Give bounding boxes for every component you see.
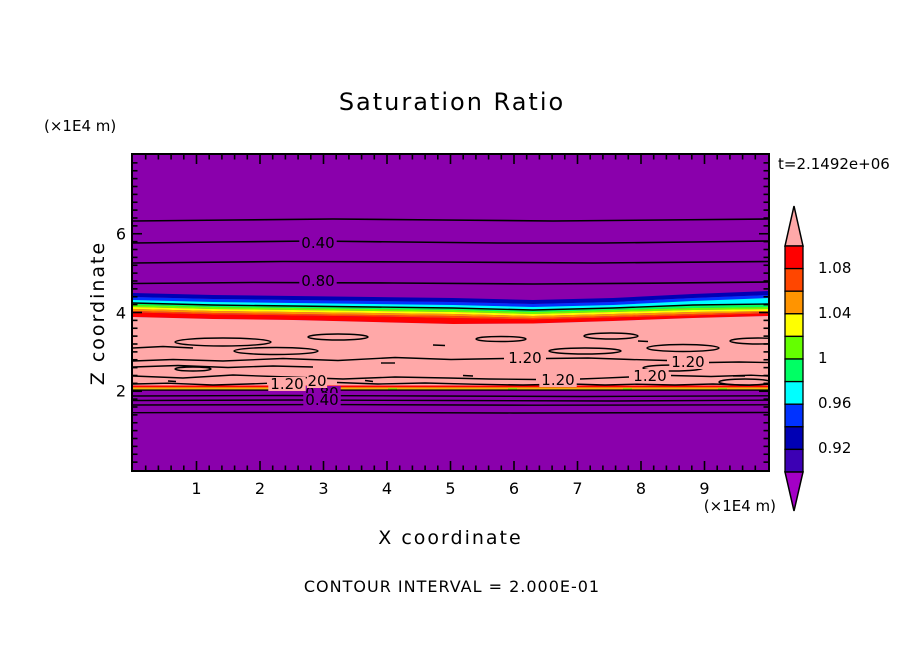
page-title: Saturation Ratio xyxy=(338,88,566,116)
x-axis-unit-label: (×1E4 m) xyxy=(703,497,776,515)
x-tick-label-1: 1 xyxy=(191,479,202,498)
x-tick-label-6: 6 xyxy=(508,479,520,498)
x-tick-label-9: 9 xyxy=(699,479,710,498)
x-tick-label-3: 3 xyxy=(318,479,329,498)
x-tick-label-8: 8 xyxy=(635,479,647,498)
colorbar-segment-1.04-1.06 xyxy=(784,290,804,315)
colorbar-segment-0.96-0.98 xyxy=(784,380,804,405)
y-axis-unit-label: (×1E4 m) xyxy=(44,117,117,135)
contour-label-0.40: 0.40 xyxy=(305,391,338,409)
colorbar-tick-label-0.96: 0.96 xyxy=(818,394,852,413)
x-tick-label-2: 2 xyxy=(254,479,266,498)
colorbar-segment-1.06-1.08 xyxy=(784,267,804,292)
contour-label-1.20: 1.20 xyxy=(671,353,704,371)
colorbar-segment-0.94-0.96 xyxy=(784,403,804,428)
contour-label-1.20: 1.20 xyxy=(270,375,303,393)
colorbar-tick-label-0.92: 0.92 xyxy=(818,439,852,458)
colorbar-segment-1.08-1.10 xyxy=(784,245,804,270)
contour-label-0.40: 0.40 xyxy=(301,234,334,252)
x-tick-label-5: 5 xyxy=(445,479,456,498)
colorbar-segment-0.90-0.92 xyxy=(784,448,804,473)
colorbar-tick-label-1.04: 1.04 xyxy=(818,303,852,322)
y-tick-label-2: 2 xyxy=(115,381,126,401)
x-tick-label-7: 7 xyxy=(572,479,583,498)
colorbar-segment-1.00-1.02 xyxy=(784,335,804,360)
colorbar-segment-0.92-0.94 xyxy=(784,426,804,451)
x-tick-label-4: 4 xyxy=(381,479,393,498)
contour-label-0.80: 0.80 xyxy=(301,272,334,290)
x-axis-title: X coordinate xyxy=(378,527,523,549)
y-tick-label-4: 4 xyxy=(115,303,126,322)
contour-interval-label: CONTOUR INTERVAL = 2.000E-01 xyxy=(303,577,601,596)
contour-label-1.20: 1.20 xyxy=(541,371,574,389)
contour-label-1.20: 1.20 xyxy=(633,367,666,385)
contour-label-20: 20 xyxy=(307,372,326,390)
colorbar-tick-label-1.08: 1.08 xyxy=(818,258,852,277)
y-tick-label-6: 6 xyxy=(115,224,126,244)
colorbar xyxy=(784,205,804,512)
contour-label-1.20: 1.20 xyxy=(508,349,541,367)
time-annotation: t=2.1492e+06 xyxy=(778,155,890,173)
colorbar-segment-1.02-1.04 xyxy=(784,313,804,338)
colorbar-tick-label-1: 1 xyxy=(818,349,828,367)
colorbar-segment-0.98-1.00 xyxy=(784,358,804,383)
